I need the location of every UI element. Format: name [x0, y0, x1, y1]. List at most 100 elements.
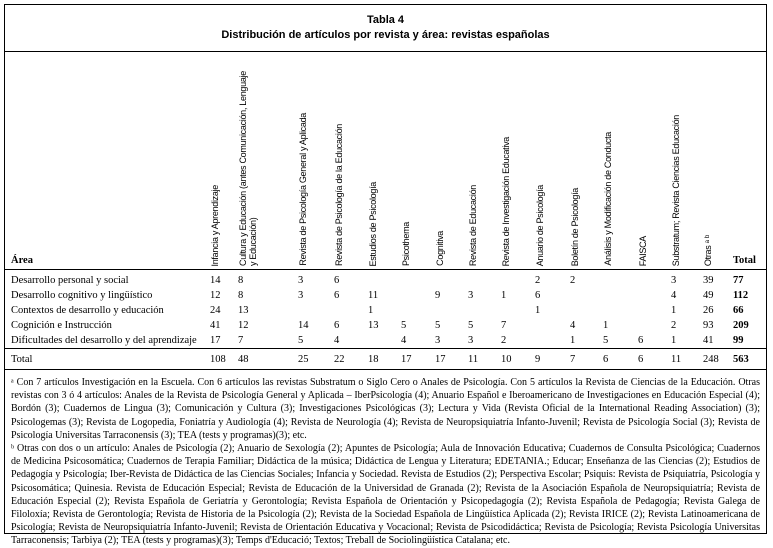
cell: 17	[399, 348, 433, 370]
data-row: Desarrollo cognitivo y lingüístico 12 8 3 6 1…	[5, 288, 766, 303]
total-row: Total 108 48 25 22 18 17 17 11 10 9 7 6 6 11 248 563	[5, 348, 766, 370]
row-label: Total	[5, 348, 208, 370]
cell: 6	[601, 348, 636, 370]
column-header-text: Boletín de Psicología	[570, 187, 580, 266]
column-header: Otras ᵃ ᵇ	[701, 52, 731, 270]
cell: 93	[703, 320, 714, 331]
column-header-text: Anuario de Psicología	[535, 184, 545, 266]
cell: 17	[210, 335, 221, 346]
cell: 1	[671, 305, 677, 316]
column-header: Anuario de Psicología	[533, 52, 568, 270]
cell: 22	[332, 348, 366, 370]
cell: 1	[603, 320, 609, 331]
cell: 77	[733, 275, 744, 286]
cell: 10	[499, 348, 533, 370]
row-label: Cognición e Instrucción	[11, 320, 112, 331]
cell	[636, 318, 669, 333]
cell: 5	[603, 335, 609, 346]
row-label: Dificultades del desarrollo y del aprend…	[11, 335, 197, 346]
cell: 3	[435, 335, 441, 346]
cell: 26	[703, 305, 714, 316]
cell: 6	[636, 348, 669, 370]
cell: 563	[731, 348, 766, 370]
row-label: Contextos de desarrollo y educación	[11, 305, 164, 316]
column-header-text: Revista de Psicología de la Educación	[334, 124, 344, 266]
column-header: Substratum; Revista Ciencias Educación	[669, 52, 701, 270]
header-row: Área Infancia y Aprendizaje Cultura y Educ…	[5, 52, 766, 270]
column-header-text: Cultura y Educación (antes Comunicación,…	[238, 71, 258, 266]
cell: 11	[368, 290, 379, 301]
column-header: Revista de Educación	[466, 52, 499, 270]
cell: 14	[298, 320, 309, 331]
column-header: Estudios de Psicología	[366, 52, 399, 270]
cell: 3	[468, 290, 474, 301]
cell: 7	[238, 335, 244, 346]
cell: 5	[468, 320, 474, 331]
cell: 3	[468, 335, 474, 346]
column-header-text: Substratum; Revista Ciencias Educación	[671, 114, 681, 266]
cell: 9	[435, 290, 441, 301]
cell: 4	[401, 335, 407, 346]
column-header: Psicothema	[399, 52, 433, 270]
cell: 5	[401, 320, 407, 331]
cell: 1	[501, 290, 507, 301]
cell	[568, 288, 601, 303]
data-row: Contextos de desarrollo y educación 24 13 1…	[5, 303, 766, 318]
title: Tabla 4	[366, 14, 405, 26]
cell	[601, 270, 636, 289]
cell: 4	[570, 320, 576, 331]
column-header: Boletín de Psicología	[568, 52, 601, 270]
cell	[366, 270, 399, 289]
cell: 6	[535, 290, 541, 301]
footnotes: ᵃ Con 7 artículos Investigación en la Es…	[5, 370, 766, 548]
cell: 5	[435, 320, 441, 331]
cell: 48	[236, 348, 296, 370]
column-header: Revista de Psicología General y Aplicada	[296, 52, 332, 270]
cell: 8	[238, 290, 244, 301]
cell	[601, 303, 636, 318]
cell: 3	[298, 275, 304, 286]
cell	[466, 303, 499, 318]
cell: 41	[210, 320, 221, 331]
column-header-text: Cognitiva	[435, 231, 445, 266]
cell: 5	[298, 335, 304, 346]
column-header-text: Infancia y Aprendizaje	[210, 184, 220, 266]
cell: 2	[671, 320, 677, 331]
cell: 41	[703, 335, 714, 346]
cell	[568, 303, 601, 318]
cell	[296, 303, 332, 318]
cell: 13	[368, 320, 379, 331]
cell: 1	[671, 335, 677, 346]
cell: 6	[334, 275, 340, 286]
cell: 49	[703, 290, 714, 301]
data-row: Desarrollo personal y social 14 8 3 6 2 2 3 39 77	[5, 270, 766, 289]
column-header-text: Revista de Educación	[468, 184, 478, 266]
cell: 14	[210, 275, 221, 286]
cell: 7	[501, 320, 507, 331]
cell: 2	[570, 275, 576, 286]
cell	[466, 270, 499, 289]
cell	[533, 318, 568, 333]
column-header-text: Revista de Investigación Educativa	[501, 136, 511, 266]
cell	[366, 333, 399, 349]
column-header: Infancia y Aprendizaje	[208, 52, 236, 270]
cell: 9	[533, 348, 568, 370]
cell: 6	[638, 335, 644, 346]
cell: 18	[366, 348, 399, 370]
cell: 3	[298, 290, 304, 301]
cell: 4	[671, 290, 677, 301]
column-header-text: Revista de Psicología General y Aplicada	[298, 113, 308, 266]
column-header-text: FAISCA	[638, 235, 648, 266]
column-header: FAISCA	[636, 52, 669, 270]
column-header-text: Psicothema	[401, 221, 411, 266]
column-header: Revista de Investigación Educativa	[499, 52, 533, 270]
cell	[636, 288, 669, 303]
column-header: Total	[731, 52, 766, 270]
table-frame: Tabla 4 Distribución de artículos por re…	[4, 4, 767, 546]
cell: 6	[334, 320, 340, 331]
cell: 6	[334, 290, 340, 301]
column-header: Revista de Psicología de la Educación	[332, 52, 366, 270]
cell	[499, 270, 533, 289]
cell: 112	[733, 290, 749, 301]
